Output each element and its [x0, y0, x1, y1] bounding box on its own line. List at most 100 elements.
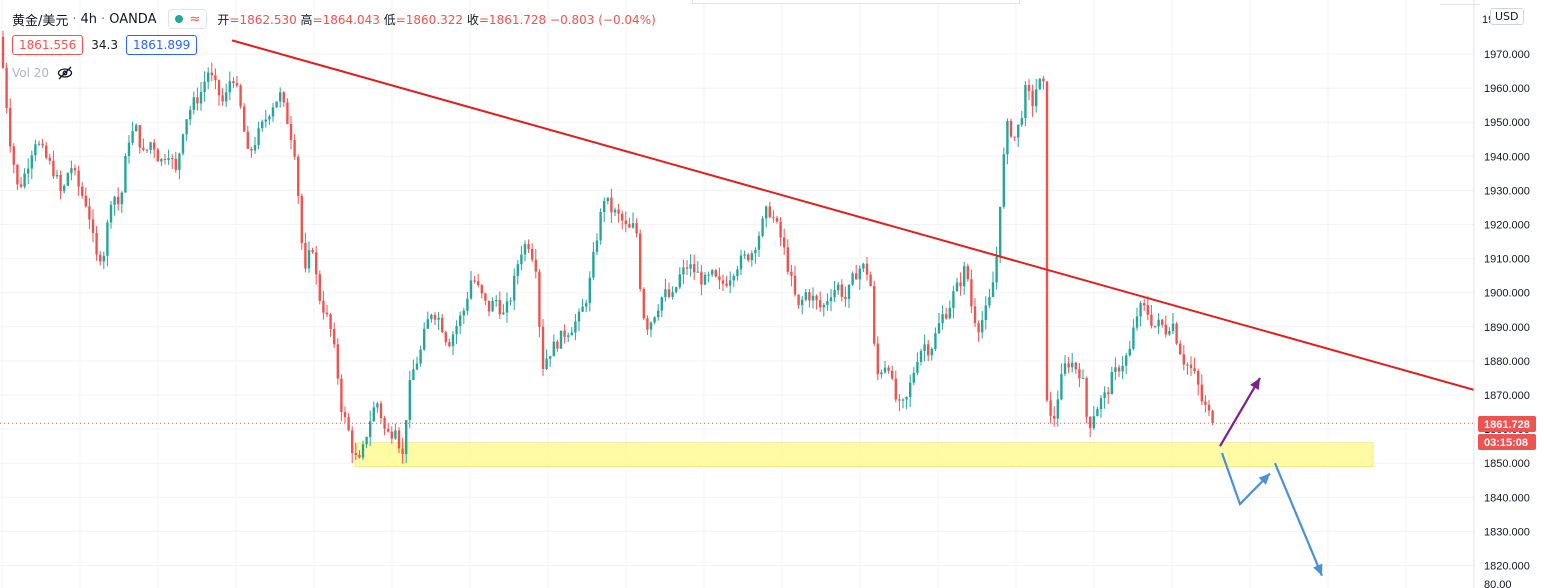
candle-body[interactable] — [293, 140, 296, 157]
candle-body[interactable] — [1153, 325, 1157, 327]
candle-body[interactable] — [1200, 384, 1203, 402]
candle-body[interactable] — [819, 300, 822, 308]
candle-body[interactable] — [991, 282, 995, 298]
candle-body[interactable] — [1092, 416, 1095, 429]
candle-body[interactable] — [1139, 303, 1142, 317]
interval-label[interactable]: 4h — [80, 11, 98, 27]
candle-body[interactable] — [253, 145, 257, 151]
candle-body[interactable] — [286, 102, 289, 124]
candle-body[interactable] — [563, 330, 566, 337]
candle-body[interactable] — [408, 380, 411, 420]
candle-body[interactable] — [322, 300, 325, 313]
candle-body[interactable] — [156, 149, 159, 162]
candle-body[interactable] — [106, 222, 109, 256]
candle-body[interactable] — [1045, 81, 1049, 401]
candle-body[interactable] — [455, 326, 458, 335]
candle-body[interactable] — [405, 419, 408, 455]
buy-price-button[interactable]: 1861.899 — [125, 35, 198, 55]
candle-body[interactable] — [1099, 398, 1103, 410]
candle-body[interactable] — [1002, 154, 1005, 207]
candle-body[interactable] — [549, 356, 552, 359]
candle-body[interactable] — [621, 213, 624, 221]
candle-body[interactable] — [1189, 364, 1193, 369]
candle-body[interactable] — [221, 95, 224, 102]
candle-body[interactable] — [318, 274, 321, 301]
candle-body[interactable] — [250, 148, 253, 151]
candle-body[interactable] — [333, 329, 336, 345]
eye-crossed-icon[interactable] — [57, 66, 73, 80]
candle-body[interactable] — [1009, 120, 1013, 137]
candle-body[interactable] — [297, 156, 300, 196]
candle-body[interactable] — [495, 299, 498, 301]
candle-body[interactable] — [88, 206, 91, 220]
candle-body[interactable] — [351, 430, 354, 454]
candle-body[interactable] — [862, 263, 865, 269]
candle-body[interactable] — [376, 403, 379, 408]
candle-body[interactable] — [984, 305, 987, 320]
candle-body[interactable] — [577, 311, 581, 322]
candle-body[interactable] — [941, 314, 944, 324]
candle-body[interactable] — [822, 305, 825, 308]
candle-body[interactable] — [81, 186, 84, 196]
candle-body[interactable] — [531, 248, 534, 260]
candle-body[interactable] — [667, 289, 671, 297]
candle-body[interactable] — [858, 268, 861, 280]
candle-body[interactable] — [423, 328, 426, 350]
candle-body[interactable] — [113, 196, 116, 205]
volume-indicator-row[interactable]: Vol 20 — [12, 66, 73, 80]
candle-body[interactable] — [675, 287, 678, 293]
candle-body[interactable] — [1164, 324, 1167, 335]
candle-body[interactable] — [840, 284, 843, 297]
candle-body[interactable] — [153, 142, 156, 150]
candle-body[interactable] — [786, 247, 789, 272]
candle-body[interactable] — [585, 303, 588, 307]
sell-price-button[interactable]: 1861.556 — [12, 35, 84, 55]
candle-body[interactable] — [441, 317, 444, 333]
candle-body[interactable] — [1020, 118, 1023, 125]
candle-body[interactable] — [631, 223, 635, 228]
candle-body[interactable] — [588, 277, 591, 304]
candle-body[interactable] — [109, 204, 113, 223]
candle-body[interactable] — [171, 157, 174, 159]
candle-body[interactable] — [747, 254, 750, 261]
candle-body[interactable] — [765, 206, 768, 219]
candle-body[interactable] — [91, 219, 95, 234]
candle-body[interactable] — [635, 223, 638, 234]
candle-body[interactable] — [523, 244, 527, 255]
candle-body[interactable] — [775, 217, 779, 222]
candle-body[interactable] — [387, 428, 390, 432]
candle-body[interactable] — [1193, 368, 1196, 372]
candle-body[interactable] — [509, 300, 512, 302]
candle-body[interactable] — [1085, 378, 1088, 417]
candle-body[interactable] — [329, 314, 332, 330]
candle-body[interactable] — [927, 344, 930, 356]
candle-body[interactable] — [639, 233, 642, 289]
candle-body[interactable] — [99, 254, 102, 262]
candle-body[interactable] — [444, 332, 447, 343]
candle-body[interactable] — [603, 200, 606, 213]
candle-body[interactable] — [973, 306, 977, 324]
candle-body[interactable] — [516, 264, 519, 276]
candle-body[interactable] — [1103, 392, 1106, 399]
candle-body[interactable] — [1060, 373, 1063, 400]
candle-body[interactable] — [624, 220, 627, 225]
candle-body[interactable] — [952, 291, 955, 308]
candle-body[interactable] — [1132, 327, 1135, 349]
candle-body[interactable] — [268, 116, 271, 120]
candle-body[interactable] — [999, 206, 1002, 257]
candle-body[interactable] — [768, 206, 771, 218]
candle-body[interactable] — [1049, 400, 1052, 416]
candle-body[interactable] — [12, 146, 15, 165]
candle-body[interactable] — [275, 101, 278, 108]
candle-body[interactable] — [41, 143, 44, 146]
candle-body[interactable] — [63, 185, 66, 192]
candle-body[interactable] — [1150, 314, 1153, 326]
candle-body[interactable] — [1, 36, 5, 68]
candle-body[interactable] — [1017, 124, 1020, 138]
candle-body[interactable] — [887, 367, 890, 371]
candle-body[interactable] — [898, 399, 901, 401]
forecast-arrow-line[interactable] — [1220, 452, 1271, 507]
candle-body[interactable] — [163, 159, 167, 161]
candle-body[interactable] — [833, 290, 836, 298]
candle-body[interactable] — [1211, 410, 1214, 424]
